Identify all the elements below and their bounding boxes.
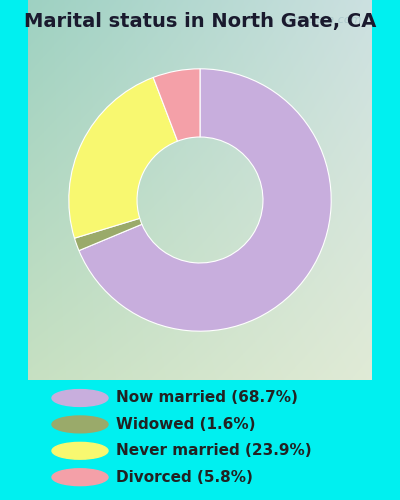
Text: Now married (68.7%): Now married (68.7%) [116, 390, 298, 406]
Text: Widowed (1.6%): Widowed (1.6%) [116, 417, 256, 432]
Wedge shape [69, 78, 178, 238]
Wedge shape [79, 69, 331, 331]
Circle shape [52, 442, 108, 459]
Text: Marital status in North Gate, CA: Marital status in North Gate, CA [24, 12, 376, 32]
Wedge shape [153, 69, 200, 141]
Circle shape [52, 390, 108, 406]
Text: Never married (23.9%): Never married (23.9%) [116, 444, 312, 458]
Wedge shape [74, 218, 142, 250]
Circle shape [52, 469, 108, 486]
Text: Divorced (5.8%): Divorced (5.8%) [116, 470, 253, 484]
Text: City-Data.com: City-Data.com [282, 15, 362, 25]
Circle shape [52, 416, 108, 433]
